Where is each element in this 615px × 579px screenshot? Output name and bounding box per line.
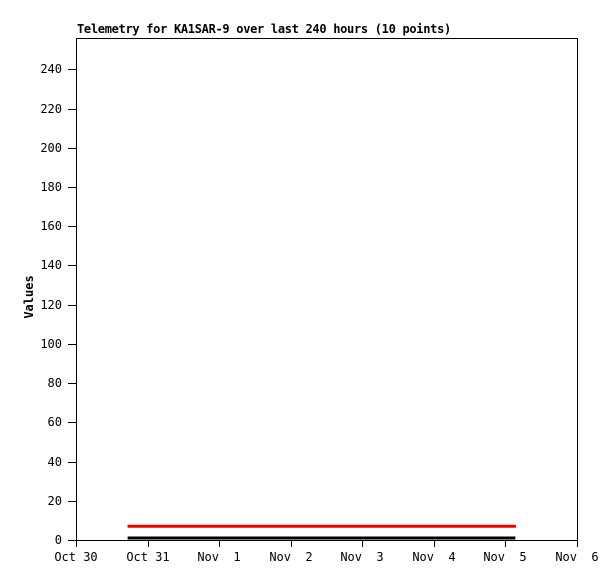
x-tick-mark xyxy=(362,541,363,547)
x-tick-label: Nov 4 xyxy=(412,550,456,564)
x-tick-label: Nov 1 xyxy=(197,550,241,564)
chart-title: Telemetry for KA1SAR-9 over last 240 hou… xyxy=(77,22,451,36)
y-tick-mark xyxy=(68,305,76,306)
y-tick-label: 60 xyxy=(47,415,62,429)
y-tick-label: 220 xyxy=(40,102,62,116)
y-tick-label: 120 xyxy=(40,298,62,312)
x-tick-label: Nov 3 xyxy=(340,550,384,564)
y-tick-label: 80 xyxy=(47,376,62,390)
y-tick-mark xyxy=(68,383,76,384)
y-tick-label: 240 xyxy=(40,62,62,76)
x-tick-mark xyxy=(76,541,77,547)
y-tick-label: 20 xyxy=(47,494,62,508)
x-tick-label: Nov 2 xyxy=(269,550,313,564)
y-tick-mark xyxy=(68,462,76,463)
y-tick-label: 180 xyxy=(40,180,62,194)
plot-border xyxy=(76,38,578,541)
x-tick-label: Oct 30 xyxy=(54,550,98,564)
y-tick-mark xyxy=(68,265,76,266)
y-tick-mark xyxy=(68,148,76,149)
y-tick-mark xyxy=(68,109,76,110)
x-tick-label: Nov 6 xyxy=(555,550,599,564)
y-tick-mark xyxy=(68,540,76,541)
y-tick-label: 100 xyxy=(40,337,62,351)
y-tick-label: 0 xyxy=(54,533,62,547)
y-tick-mark xyxy=(68,226,76,227)
y-tick-mark xyxy=(68,344,76,345)
x-tick-label: Nov 5 xyxy=(483,550,527,564)
y-tick-label: 200 xyxy=(40,141,62,155)
y-tick-mark xyxy=(68,501,76,502)
y-tick-label: 140 xyxy=(40,258,62,272)
x-tick-mark xyxy=(291,541,292,547)
x-tick-label: Oct 31 xyxy=(126,550,170,564)
y-tick-mark xyxy=(68,422,76,423)
x-tick-mark xyxy=(505,541,506,547)
y-tick-mark xyxy=(68,69,76,70)
y-tick-mark xyxy=(68,187,76,188)
y-tick-label: 40 xyxy=(47,455,62,469)
y-tick-label: 160 xyxy=(40,219,62,233)
x-tick-mark xyxy=(148,541,149,547)
x-tick-mark xyxy=(219,541,220,547)
x-tick-mark xyxy=(577,541,578,547)
x-tick-mark xyxy=(434,541,435,547)
